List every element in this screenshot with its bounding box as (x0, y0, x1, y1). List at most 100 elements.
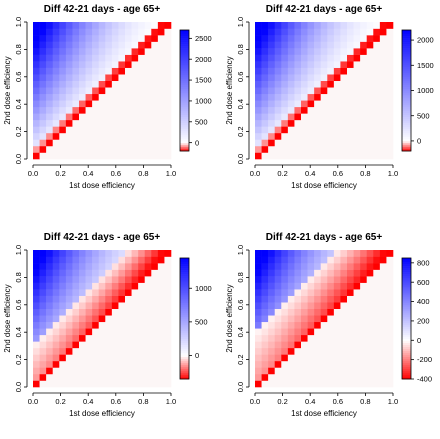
heatmap-cell (379, 295, 387, 303)
heatmap-cell (340, 295, 348, 303)
heatmap-cell (33, 360, 40, 368)
heatmap-cell (33, 100, 40, 108)
heatmap-cell (373, 41, 381, 49)
colorbar-swatch (180, 134, 189, 138)
heatmap-cell (320, 41, 328, 49)
heatmap-cell (157, 373, 165, 381)
heatmap-cell (33, 139, 40, 147)
heatmap-cell (268, 315, 276, 323)
heatmap-cell (274, 35, 282, 42)
colorbar-swatch (402, 364, 411, 368)
heatmap-cell (268, 360, 276, 368)
heatmap-cell (105, 119, 113, 127)
heatmap-cell (111, 67, 119, 75)
colorbar-tick-label: -400 (417, 375, 432, 384)
heatmap-cell (379, 328, 387, 336)
heatmap-cell (46, 380, 54, 388)
heatmap-cell (33, 48, 40, 55)
heatmap-cell (118, 100, 126, 108)
heatmap-cell (287, 74, 295, 82)
heatmap-cell (92, 54, 100, 62)
heatmap-cell (52, 282, 60, 290)
heatmap-cell (333, 145, 341, 153)
heatmap-cell (46, 106, 54, 114)
heatmap-cell (151, 80, 159, 88)
heatmap-cell (268, 276, 276, 283)
heatmap-cell (327, 354, 335, 362)
heatmap-cell (85, 328, 93, 336)
heatmap-cell (92, 334, 100, 342)
heatmap-cell (274, 74, 282, 82)
heatmap-cell (92, 41, 100, 49)
heatmap-cell (46, 28, 54, 36)
heatmap-cell (85, 276, 93, 283)
heatmap-cell (307, 289, 315, 296)
heatmap-cell (366, 302, 374, 310)
heatmap-cell (268, 74, 276, 82)
heatmap-cell (125, 354, 132, 362)
heatmap-cell (131, 282, 139, 290)
heatmap-cell (347, 132, 354, 140)
heatmap-cell (301, 113, 308, 121)
heatmap-cell (33, 61, 40, 68)
heatmap-cell (157, 263, 165, 270)
heatmap-cell (307, 28, 315, 36)
heatmap-cell (327, 282, 335, 290)
heatmap-cell (131, 28, 139, 36)
colorbar-swatch (402, 370, 411, 374)
heatmap-cell (151, 28, 159, 36)
heatmap-cell (98, 87, 106, 95)
heatmap-cell (274, 289, 282, 296)
heatmap-cell (340, 67, 348, 75)
heatmap-cell (301, 289, 308, 296)
heatmap-cell (138, 256, 146, 264)
heatmap-cell (268, 289, 276, 296)
heatmap-cell (105, 289, 113, 296)
heatmap-cell (386, 354, 394, 362)
heatmap-cell (85, 145, 93, 153)
heatmap-cell (59, 106, 67, 114)
heatmap-cell (320, 263, 328, 270)
heatmap-cell (52, 289, 60, 296)
heatmap-cell (353, 282, 361, 290)
heatmap-cell (157, 139, 165, 147)
x-tick-label: 0.4 (305, 397, 315, 406)
colorbar-swatch (402, 338, 411, 341)
heatmap-cell (379, 22, 387, 29)
heatmap-cells (255, 250, 394, 388)
heatmap-cell (373, 48, 381, 55)
heatmap-cell (33, 74, 40, 82)
heatmap-cell (72, 80, 80, 88)
heatmap-cell (327, 347, 335, 355)
heatmap-cell (340, 360, 348, 368)
heatmap-cell (307, 341, 315, 349)
heatmap-cell (301, 373, 308, 381)
heatmap-cell (85, 22, 93, 29)
heatmap-cell (138, 100, 146, 108)
heatmap-cell (307, 373, 315, 381)
colorbar-swatch (180, 312, 189, 315)
colorbar-swatch (180, 76, 189, 79)
heatmap-cell (151, 373, 159, 381)
heatmap-cell (366, 347, 374, 355)
heatmap-cell (294, 119, 302, 127)
heatmap-cell (294, 152, 302, 160)
heatmap-cell (125, 315, 132, 323)
heatmap-cell (320, 100, 328, 108)
heatmap-cell (287, 269, 295, 277)
heatmap-cell (301, 80, 308, 88)
heatmap-cell (281, 256, 289, 264)
heatmap-cell (105, 373, 113, 381)
heatmap-cell (353, 152, 361, 160)
heatmap-cell (268, 341, 276, 349)
heatmap-cell (261, 80, 269, 88)
y-tick-label: 0.0 (236, 154, 245, 164)
heatmap-cell (314, 295, 322, 303)
heatmap-cell (261, 250, 269, 257)
heatmap-cell (353, 341, 361, 349)
heatmap-cell (287, 80, 295, 88)
heatmap-cell (353, 321, 361, 329)
heatmap-cell (327, 48, 335, 55)
heatmap-cell (255, 74, 262, 82)
heatmap-cell (52, 61, 60, 68)
